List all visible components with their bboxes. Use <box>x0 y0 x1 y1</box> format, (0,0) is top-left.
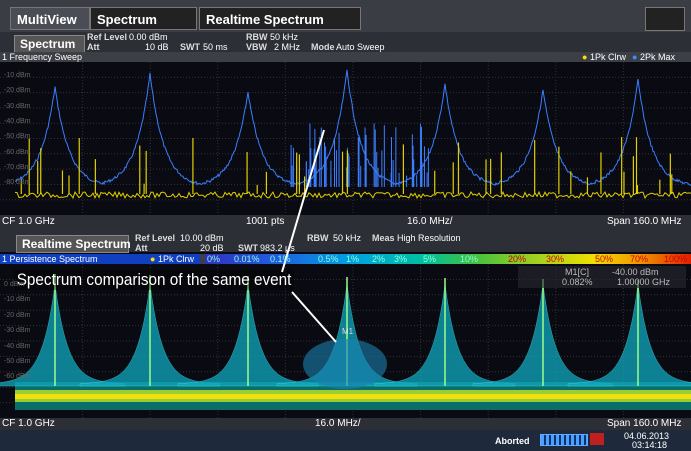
y-label: -10 dBm <box>4 296 30 303</box>
division: 16.0 MHz/ <box>315 418 361 429</box>
y-label: -40 dBm <box>4 343 30 350</box>
progress <box>540 434 588 446</box>
y-label: -50 dBm <box>4 358 30 365</box>
y-label: -80 dBm <box>4 179 30 186</box>
screen: MultiView Spectrum Realtime Spectrum Spe… <box>0 0 691 451</box>
color-scale-label: 3% <box>394 254 407 264</box>
color-scale-label: 30% <box>546 254 564 264</box>
pointer-line <box>292 292 336 342</box>
color-scale-label: 1% <box>346 254 359 264</box>
color-scale-label: 0.5% <box>318 254 339 264</box>
center-frequency: CF 1.0 GHz <box>2 418 55 429</box>
y-label: 0 dBm <box>4 281 24 288</box>
y-label: -60 dBm <box>4 373 30 380</box>
time: 03:14:18 <box>632 440 667 450</box>
y-label: -30 dBm <box>4 103 30 110</box>
y-label: -70 dBm <box>4 164 30 171</box>
color-scale-label: 2% <box>372 254 385 264</box>
color-scale-label: 0.1% <box>270 254 291 264</box>
color-scale-label: 5% <box>423 254 436 264</box>
y-label: -60 dBm <box>4 149 30 156</box>
color-scale-label: 0.01% <box>234 254 260 264</box>
color-scale-label: 0% <box>207 254 220 264</box>
y-label: -40 dBm <box>4 118 30 125</box>
color-scale-label: 50% <box>595 254 613 264</box>
color-scale-label: 10% <box>460 254 478 264</box>
status: Aborted <box>495 436 530 446</box>
lxi-icon <box>590 433 604 445</box>
y-label: -30 dBm <box>4 327 30 334</box>
annotation-lines <box>0 0 691 451</box>
y-label: -50 dBm <box>4 133 30 140</box>
y-label: -20 dBm <box>4 87 30 94</box>
color-scale-label: 70% <box>630 254 648 264</box>
pointer-line <box>282 130 324 272</box>
y-label: -10 dBm <box>4 72 30 79</box>
y-label: -20 dBm <box>4 312 30 319</box>
color-scale-label: 20% <box>508 254 526 264</box>
span: Span 160.0 MHz <box>607 418 682 429</box>
color-scale-label: 100% <box>664 254 687 264</box>
